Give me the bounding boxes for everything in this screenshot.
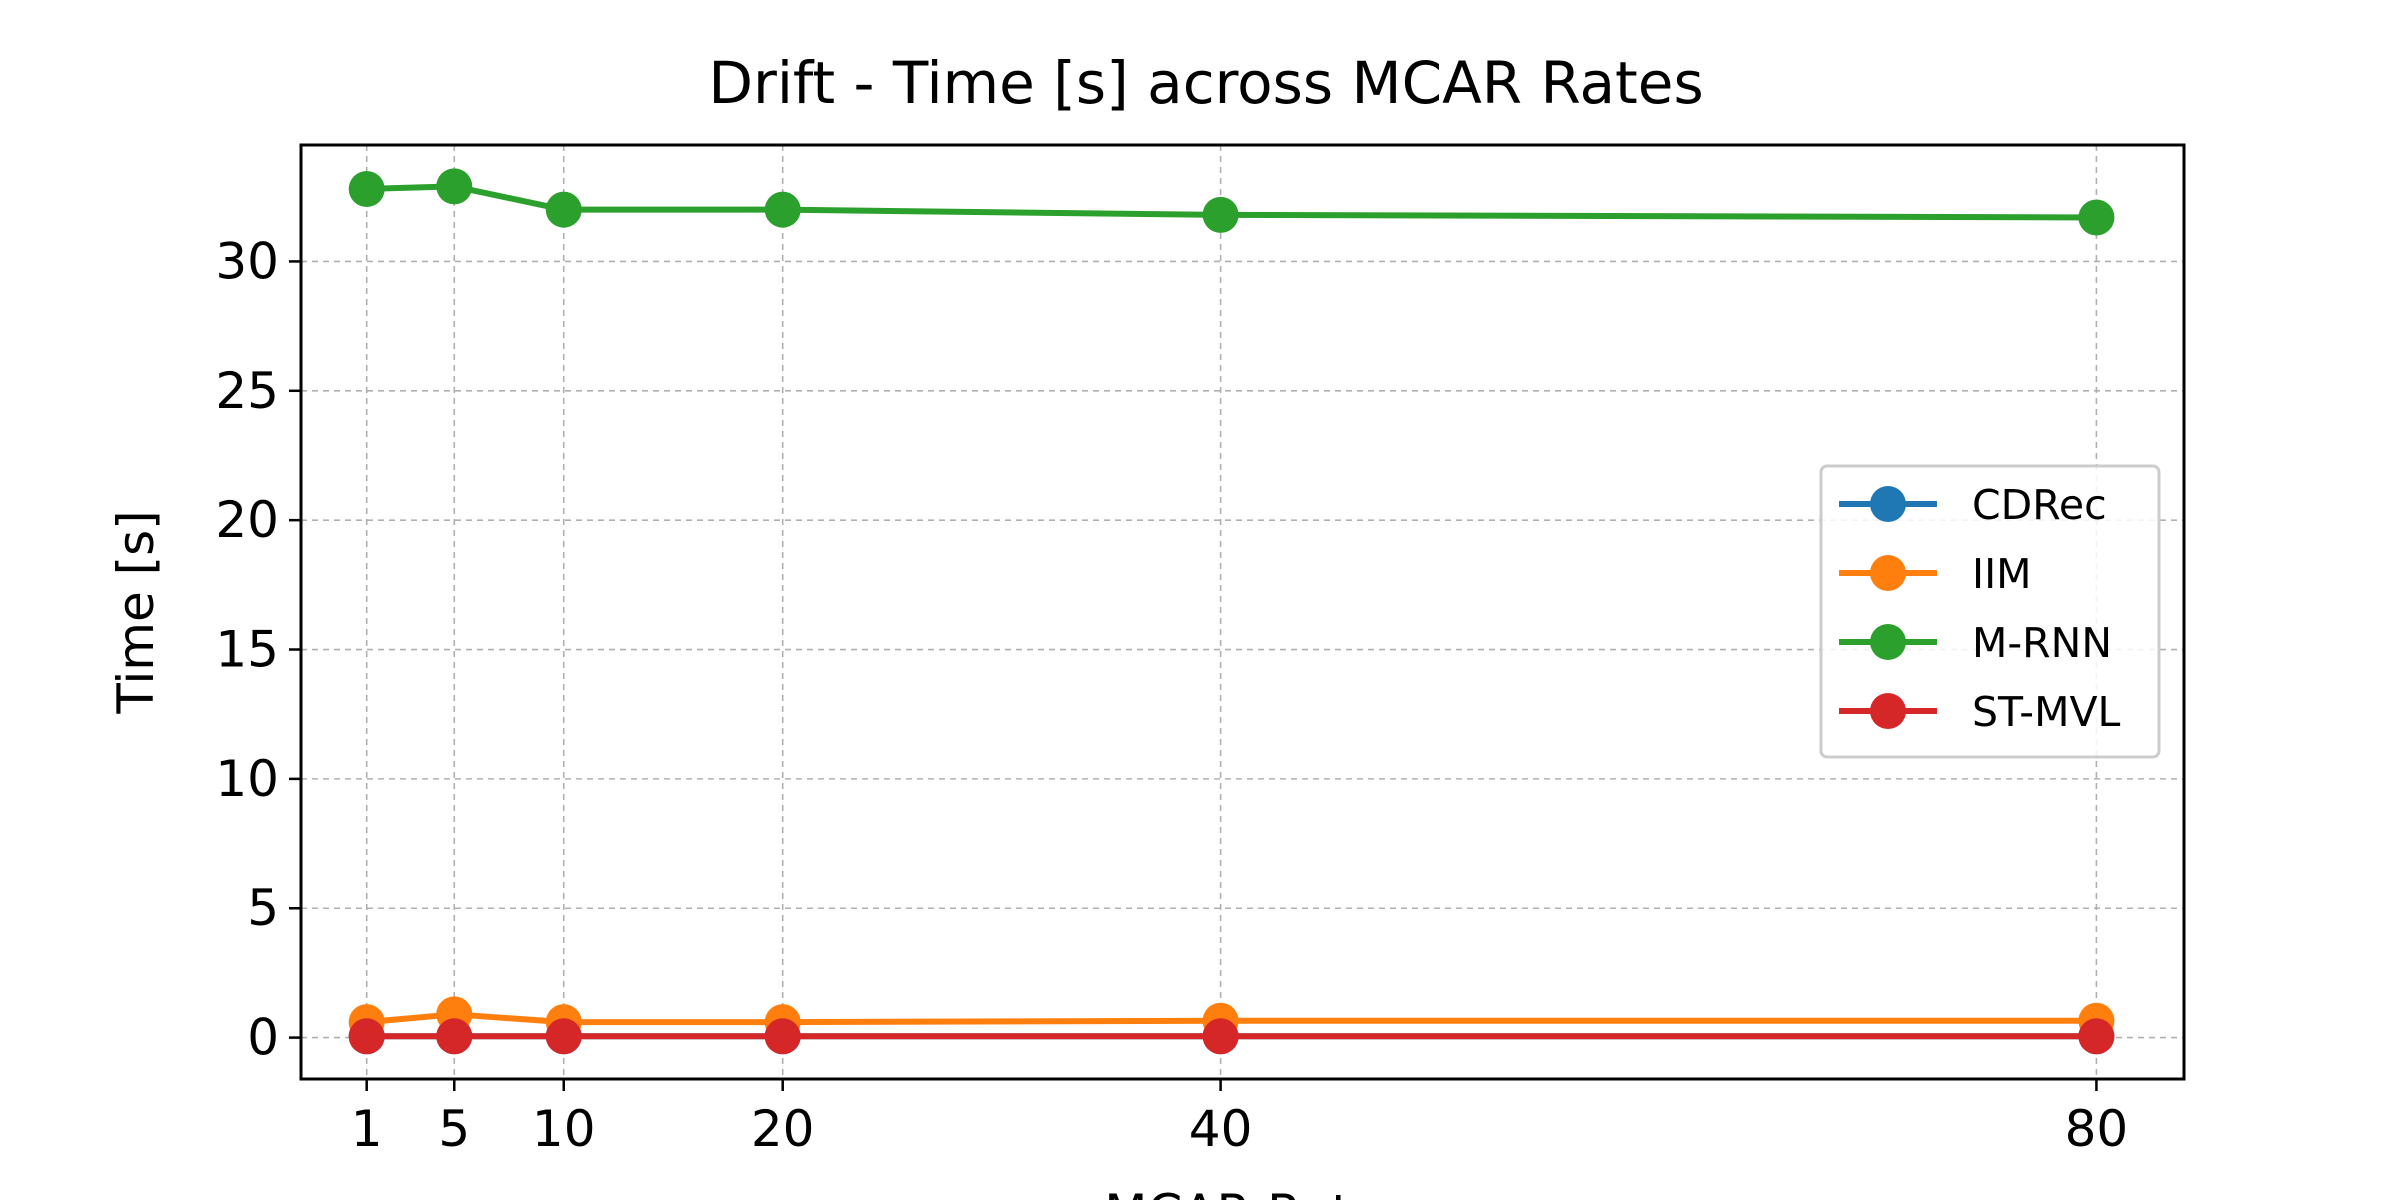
- data-point-st-mvl: [1202, 1018, 1239, 1055]
- x-tick-label: 40: [1189, 1100, 1253, 1158]
- legend-label: ST-MVL: [1972, 688, 2121, 736]
- legend-item-st-mvl: ST-MVL: [1839, 688, 2121, 736]
- y-tick-label: 0: [247, 1009, 279, 1067]
- x-tick-label: 5: [438, 1100, 470, 1158]
- x-tick-label: 10: [532, 1100, 596, 1158]
- chart-title: Drift - Time [s] across MCAR Rates: [708, 49, 1703, 117]
- legend-marker: [1870, 693, 1906, 729]
- y-tick-label: 25: [215, 362, 279, 420]
- legend-item-cdrec: CDRec: [1839, 481, 2107, 529]
- legend: CDRec IIM M-RNN ST-MVL: [1819, 464, 2161, 759]
- data-point-st-mvl: [2078, 1018, 2115, 1055]
- y-tick-label: 30: [215, 232, 279, 290]
- y-tick-label: 10: [215, 750, 279, 808]
- x-tick-label: 1: [351, 1100, 383, 1158]
- data-point-m-rnn: [2078, 199, 2115, 236]
- y-tick-label: 15: [215, 621, 279, 679]
- data-point-m-rnn: [545, 191, 582, 228]
- legend-item-m-rnn: M-RNN: [1839, 619, 2112, 667]
- plot-frame: [299, 143, 2186, 1081]
- data-point-m-rnn: [348, 170, 385, 207]
- series-group: [348, 168, 2115, 1055]
- legend-box: [1819, 464, 2161, 759]
- y-axis-label: Time [s]: [107, 510, 165, 714]
- data-point-st-mvl: [348, 1018, 385, 1055]
- legend-marker: [1870, 486, 1906, 522]
- x-tick-label: 80: [2065, 1100, 2129, 1158]
- y-tick-label: 20: [215, 491, 279, 549]
- y-tick-label: 5: [247, 879, 279, 937]
- legend-marker: [1870, 624, 1906, 660]
- data-point-m-rnn: [436, 168, 473, 205]
- legend-label: M-RNN: [1972, 619, 2112, 667]
- legend-marker: [1870, 555, 1906, 591]
- series-st-mvl: [348, 1018, 2115, 1055]
- data-point-m-rnn: [764, 191, 801, 228]
- data-point-st-mvl: [764, 1018, 801, 1055]
- legend-item-iim: IIM: [1839, 550, 2032, 598]
- x-axis-label: MCAR Rate: [1104, 1184, 1382, 1200]
- series-m-rnn: [348, 168, 2115, 236]
- grid-lines: [301, 145, 2184, 1079]
- data-point-st-mvl: [436, 1018, 473, 1055]
- x-tick-label: 20: [751, 1100, 815, 1158]
- data-point-m-rnn: [1202, 196, 1239, 233]
- legend-label: IIM: [1972, 550, 2032, 598]
- data-point-st-mvl: [545, 1018, 582, 1055]
- legend-label: CDRec: [1972, 481, 2107, 529]
